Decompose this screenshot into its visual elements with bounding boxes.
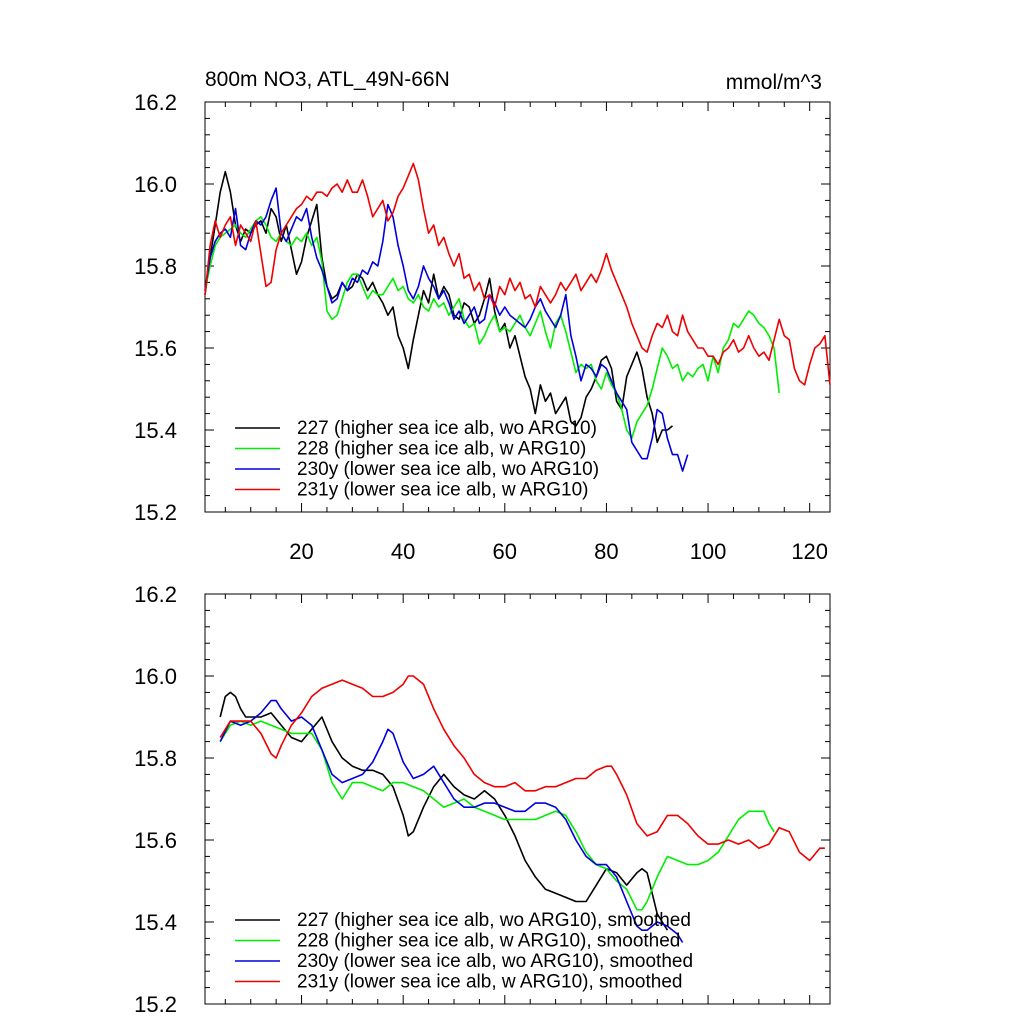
y-tick-label: 15.8 — [134, 254, 177, 279]
chart-title: 800m NO3, ATL_49N-66N — [205, 68, 450, 91]
y-tick-label: 15.2 — [134, 992, 177, 1017]
y-tick-label: 15.6 — [134, 828, 177, 853]
x-tick-label: 40 — [391, 539, 415, 564]
series-line-4 — [219, 675, 825, 862]
x-tick-label: 60 — [493, 539, 517, 564]
x-tick-label: 20 — [289, 539, 313, 564]
legend-label: 227 (higher sea ice alb, wo ARG10) — [297, 418, 597, 439]
series-line-3 — [204, 187, 689, 472]
y-tick-label: 16.2 — [134, 582, 177, 607]
y-tick-label: 16.0 — [134, 664, 177, 689]
legend-label: 227 (higher sea ice alb, wo ARG10), smoo… — [297, 910, 691, 931]
units-label: mmol/m^3 — [726, 71, 822, 94]
series-line-2 — [204, 216, 780, 439]
series-line-4 — [204, 162, 831, 386]
legend-label: 231y (lower sea ice alb, w ARG10) — [297, 480, 588, 501]
plot-frame-2 — [204, 593, 831, 1005]
series-line-3 — [219, 699, 684, 943]
y-tick-label: 15.2 — [134, 500, 177, 525]
y-tick-label: 15.6 — [134, 336, 177, 361]
y-tick-label: 16.0 — [134, 172, 177, 197]
x-tick-label: 80 — [594, 539, 618, 564]
y-tick-label: 16.2 — [134, 90, 177, 115]
x-tick-label: 120 — [791, 539, 828, 564]
y-tick-label: 15.4 — [134, 418, 177, 443]
legend-label: 228 (higher sea ice alb, w ARG10) — [297, 439, 586, 460]
x-tick-label: 100 — [690, 539, 727, 564]
legend-label: 231y (lower sea ice alb, w ARG10), smoot… — [297, 972, 682, 993]
y-tick-label: 15.8 — [134, 746, 177, 771]
legend-label: 230y (lower sea ice alb, wo ARG10), smoo… — [297, 951, 693, 972]
y-tick-label: 15.4 — [134, 910, 177, 935]
legend-label: 230y (lower sea ice alb, wo ARG10) — [297, 459, 599, 480]
plot-frame-1 — [204, 101, 831, 513]
series-line-2 — [219, 720, 775, 911]
legend-label: 228 (higher sea ice alb, w ARG10), smoot… — [297, 931, 680, 952]
